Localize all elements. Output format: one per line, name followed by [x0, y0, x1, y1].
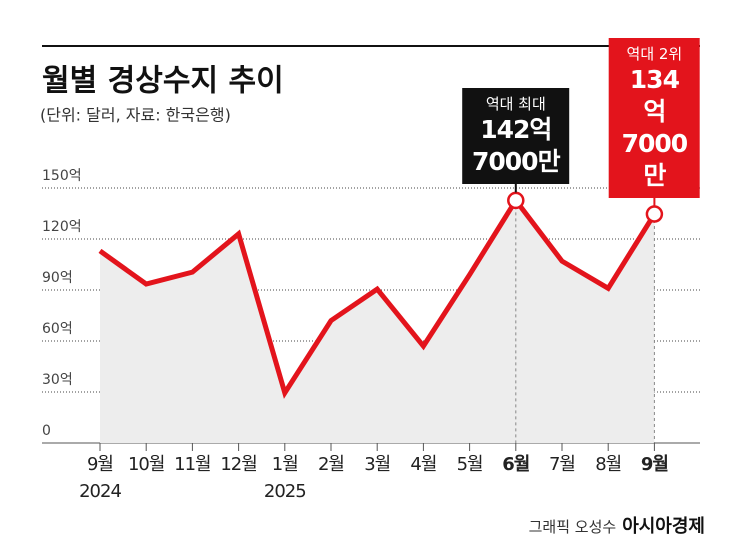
y-tick-label: 30억 — [42, 372, 73, 388]
x-tick-label: 7월 — [549, 454, 575, 475]
x-tick-label: 8월 — [595, 454, 621, 475]
point-marker — [507, 191, 525, 210]
x-tick-label: 4월 — [410, 454, 436, 475]
annotation-box: 역대 최대 142억 7000만 — [462, 88, 570, 185]
chart-title: 월별 경상수지 추이 — [42, 64, 284, 99]
area — [100, 200, 655, 443]
credit-graphic: 그래픽 오성수 — [528, 518, 617, 536]
x-tick-label: 1월 — [272, 454, 298, 475]
chart-subtitle: (단위: 달러, 자료: 한국은행) — [40, 106, 231, 125]
x-year-label: 2024 — [79, 481, 121, 502]
annotation-label: 역대 최대 — [485, 95, 546, 114]
annotation-label: 역대 2위 — [626, 45, 683, 63]
x-tick-label: 5월 — [457, 454, 483, 475]
y-tick-label: 120억 — [42, 219, 82, 235]
credit-source: 아시아경제 — [622, 516, 705, 537]
y-tick-label: 0 — [42, 423, 51, 439]
x-tick-label: 3월 — [364, 454, 390, 475]
y-tick-label: 150억 — [42, 168, 82, 184]
x-tick-label: 12월 — [220, 454, 256, 475]
x-tick-label: 2월 — [318, 454, 344, 475]
x-year-label: 2025 — [264, 481, 306, 502]
line — [98, 196, 657, 399]
point-marker — [645, 205, 664, 223]
value-label: 134억 7000만 — [621, 65, 689, 190]
x-tick-label: 9월 — [87, 454, 113, 475]
y-tick-label: 90억 — [42, 270, 73, 286]
credit: 그래픽 오성수 아시아경제 — [529, 512, 705, 538]
x-tick-label: 6월 — [502, 454, 530, 475]
annotation-box: 역대 2위 134억 7000만 — [609, 38, 700, 198]
x-tick-label: 9월 — [641, 454, 669, 475]
x-tick-label: 11월 — [174, 454, 210, 475]
value-label: 142억 7000만 — [472, 115, 561, 177]
x-tick-label: 10월 — [128, 454, 164, 475]
y-tick-label: 60억 — [42, 321, 73, 337]
